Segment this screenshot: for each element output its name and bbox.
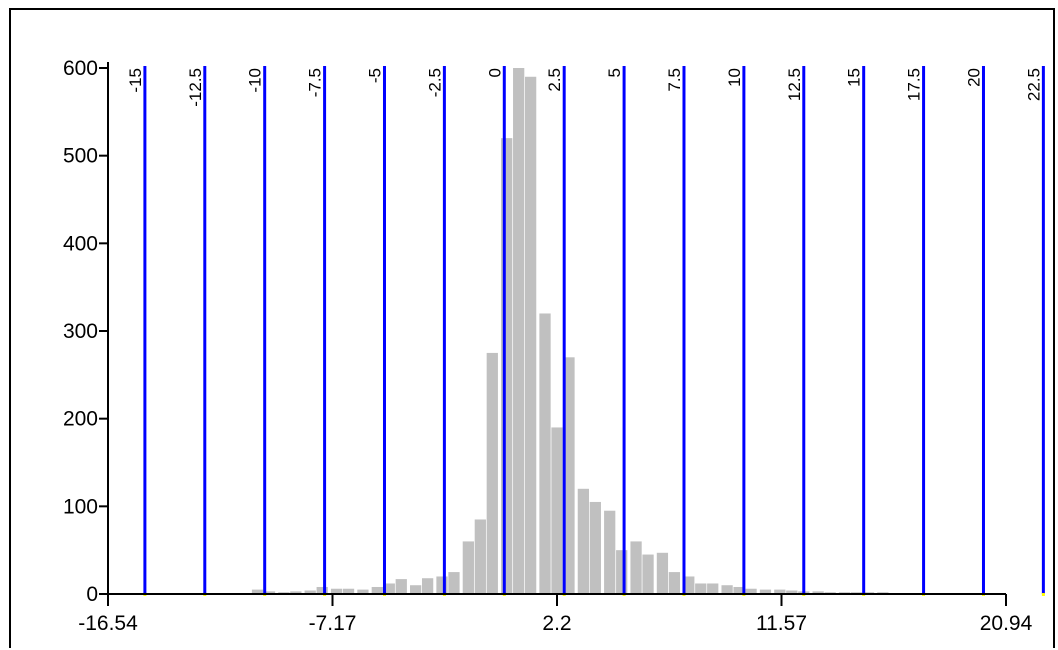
- histogram-bar: [474, 519, 486, 594]
- histogram-bar: [695, 583, 707, 594]
- boundary-marker: [1041, 593, 1045, 596]
- histogram-bar: [304, 590, 316, 594]
- bin-boundary-label: -10: [246, 68, 265, 93]
- y-tick-label: 600: [63, 57, 98, 80]
- y-tick-label: 100: [63, 495, 98, 518]
- x-tick-label: 11.57: [756, 612, 807, 635]
- histogram-bar: [410, 585, 422, 594]
- y-tick-label: 400: [63, 232, 98, 255]
- histogram-bar: [774, 589, 786, 594]
- bin-boundary-label: -2.5: [425, 68, 444, 97]
- bin-boundary-label: 0: [485, 68, 504, 77]
- histogram-bar: [551, 427, 563, 594]
- bin-boundary-label: 10: [725, 68, 744, 87]
- histogram-bar: [501, 138, 513, 594]
- x-tick-label: 2.2: [542, 612, 571, 635]
- y-tick-label: 500: [63, 145, 98, 168]
- bin-boundary-label: -5: [365, 68, 384, 83]
- bin-boundaries-layer: -15 -12.5 -10 -7.5 -5 -2.5 0 2.5 5 7.5 10 12.5 15 17.…: [126, 66, 1045, 596]
- histogram-bar: [630, 541, 642, 594]
- histogram-bar: [330, 588, 343, 594]
- histogram-bar: [642, 554, 654, 594]
- x-tick-label: -16.54: [78, 612, 138, 635]
- histogram-bar: [616, 550, 628, 594]
- histogram-bar: [707, 583, 719, 594]
- histogram-bar: [448, 572, 460, 594]
- y-tick-label: 300: [63, 320, 98, 343]
- histogram-bar: [421, 578, 434, 594]
- bin-boundary-label: 15: [845, 68, 864, 87]
- x-tick-label: -7.17: [309, 612, 357, 635]
- histogram-bar: [656, 552, 669, 594]
- bin-boundary-label: 12.5: [785, 68, 804, 101]
- histogram-chart: -15 -12.5 -10 -7.5 -5 -2.5 0 2.5 5 7.5 10 12.5 15 17.…: [63, 57, 1045, 635]
- histogram-bar: [357, 589, 369, 594]
- bin-boundary-label: -7.5: [306, 68, 325, 97]
- histogram-bar: [251, 589, 264, 594]
- histogram-bar: [604, 510, 616, 594]
- histogram-bar: [316, 586, 328, 594]
- bin-boundary-label: 20: [964, 68, 983, 87]
- histogram-bar: [462, 541, 474, 594]
- bin-boundary-label: 17.5: [905, 68, 924, 101]
- histogram-bar: [733, 586, 745, 594]
- histogram-bar: [812, 591, 824, 594]
- histogram-bar: [539, 313, 551, 594]
- histogram-bar: [371, 586, 383, 594]
- bin-boundary-label: 7.5: [665, 68, 684, 92]
- histogram-bar: [342, 588, 355, 594]
- histogram-bar: [290, 591, 302, 594]
- histogram-bar: [563, 357, 575, 594]
- histogram-bar: [486, 352, 498, 594]
- x-tick-label: 20.94: [980, 612, 1033, 635]
- histogram-bar: [436, 576, 448, 594]
- bin-boundary-label: 5: [605, 68, 624, 77]
- bars-layer: [251, 68, 927, 595]
- histogram-bar: [383, 583, 395, 594]
- histogram-bar: [745, 588, 757, 594]
- histogram-bar: [577, 488, 589, 594]
- histogram-bar: [721, 585, 733, 594]
- chart-frame: -15 -12.5 -10 -7.5 -5 -2.5 0 2.5 5 7.5 10 12.5 15 17.…: [9, 8, 1055, 648]
- histogram-bar: [395, 579, 407, 594]
- y-tick-label: 200: [63, 408, 98, 431]
- bin-boundary-label: 22.5: [1024, 68, 1043, 101]
- bin-boundary-label: -15: [126, 68, 145, 93]
- histogram-bar: [589, 501, 601, 594]
- histogram-bar: [759, 589, 772, 594]
- histogram-bar: [786, 590, 798, 594]
- bin-boundary-label: 2.5: [545, 68, 564, 92]
- histogram-bar: [513, 68, 525, 594]
- y-tick-label: 0: [86, 583, 98, 606]
- histogram-bar: [668, 572, 681, 594]
- histogram-bar: [263, 591, 276, 594]
- bin-boundary-label: -12.5: [186, 68, 205, 107]
- histogram-bar: [683, 576, 695, 594]
- histogram-bar: [525, 76, 537, 595]
